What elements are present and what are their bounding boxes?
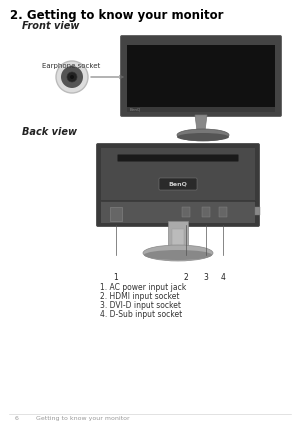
Bar	[110, 207, 122, 221]
Bar	[182, 207, 190, 217]
Circle shape	[67, 72, 77, 82]
FancyBboxPatch shape	[121, 36, 281, 116]
Bar	[260, 45, 274, 109]
Bar	[245, 45, 259, 109]
Ellipse shape	[144, 250, 212, 260]
Bar	[186, 45, 200, 109]
FancyBboxPatch shape	[118, 155, 238, 162]
Bar	[172, 229, 184, 247]
Bar	[101, 148, 255, 200]
Text: 1. AC power input jack: 1. AC power input jack	[100, 283, 186, 292]
Text: 6: 6	[15, 416, 19, 421]
Bar	[255, 207, 260, 215]
Bar	[127, 45, 275, 109]
Bar	[127, 45, 141, 109]
Text: 2. Getting to know your monitor: 2. Getting to know your monitor	[10, 9, 224, 22]
Text: Getting to know your monitor: Getting to know your monitor	[36, 416, 130, 421]
Circle shape	[61, 66, 83, 88]
Text: 4: 4	[220, 273, 225, 282]
Ellipse shape	[177, 133, 229, 141]
Text: 2: 2	[184, 273, 188, 282]
Polygon shape	[195, 115, 207, 131]
Bar	[219, 207, 227, 217]
Text: 2. HDMI input socket: 2. HDMI input socket	[100, 292, 179, 301]
Text: BenQ: BenQ	[130, 108, 141, 111]
Text: 3. DVI-D input socket: 3. DVI-D input socket	[100, 301, 181, 310]
Bar	[230, 45, 244, 109]
Text: 4. D-Sub input socket: 4. D-Sub input socket	[100, 310, 182, 319]
Text: BenQ: BenQ	[169, 181, 188, 187]
FancyBboxPatch shape	[97, 144, 260, 227]
Text: Back view: Back view	[22, 127, 77, 137]
Circle shape	[56, 61, 88, 93]
Text: Front view: Front view	[22, 21, 80, 31]
Circle shape	[70, 75, 74, 79]
Bar	[101, 201, 255, 223]
Ellipse shape	[177, 129, 229, 141]
Bar	[168, 221, 188, 251]
Bar	[202, 207, 210, 217]
Ellipse shape	[143, 245, 213, 261]
Bar	[201, 45, 215, 109]
Text: Earphone socket: Earphone socket	[42, 63, 100, 69]
Bar	[171, 45, 185, 109]
Bar	[156, 45, 170, 109]
FancyBboxPatch shape	[159, 178, 197, 190]
Text: 3: 3	[204, 273, 208, 282]
Text: 1: 1	[114, 273, 118, 282]
Bar	[215, 45, 229, 109]
Bar	[141, 45, 155, 109]
Bar	[127, 107, 275, 112]
